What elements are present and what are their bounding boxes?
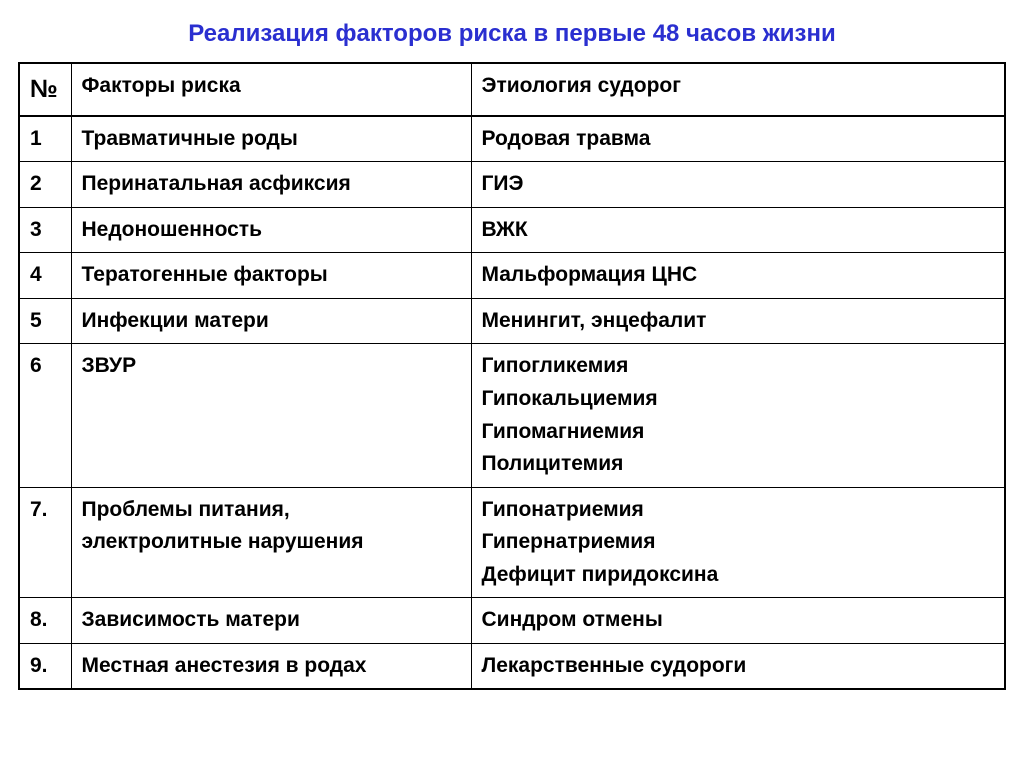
cell-num: 6: [19, 344, 71, 487]
cell-etio: ВЖК: [471, 207, 1005, 253]
cell-risk: Тератогенные факторы: [71, 253, 471, 299]
table-body: 1 Травматичные роды Родовая травма 2 Пер…: [19, 116, 1005, 690]
table-row: 7. Проблемы питания, электролитные наруш…: [19, 487, 1005, 598]
cell-num: 2: [19, 162, 71, 208]
cell-risk: Зависимость матери: [71, 598, 471, 644]
cell-num: 3: [19, 207, 71, 253]
cell-num: 5: [19, 298, 71, 344]
table-header-row: № Факторы риска Этиология судорог: [19, 63, 1005, 116]
cell-num: 8.: [19, 598, 71, 644]
table-container: № Факторы риска Этиология судорог 1 Трав…: [0, 62, 1024, 690]
col-header-num: №: [19, 63, 71, 116]
table-row: 5 Инфекции матери Менингит, энцефалит: [19, 298, 1005, 344]
cell-risk: Инфекции матери: [71, 298, 471, 344]
page-title: Реализация факторов риска в первые 48 ча…: [0, 0, 1024, 62]
cell-risk: Местная анестезия в родах: [71, 643, 471, 689]
table-row: 4 Тератогенные факторы Мальформация ЦНС: [19, 253, 1005, 299]
col-header-etio: Этиология судорог: [471, 63, 1005, 116]
cell-etio: Менингит, энцефалит: [471, 298, 1005, 344]
cell-risk: Проблемы питания, электролитные нарушени…: [71, 487, 471, 598]
cell-etio: ГИЭ: [471, 162, 1005, 208]
cell-risk: Недоношенность: [71, 207, 471, 253]
cell-etio: Лекарственные судороги: [471, 643, 1005, 689]
cell-risk: Травматичные роды: [71, 116, 471, 162]
cell-risk: ЗВУР: [71, 344, 471, 487]
cell-etio: Гипогликемия Гипокальциемия Гипомагниеми…: [471, 344, 1005, 487]
cell-risk: Перинатальная асфиксия: [71, 162, 471, 208]
table-row: 8. Зависимость матери Синдром отмены: [19, 598, 1005, 644]
cell-num: 7.: [19, 487, 71, 598]
cell-num: 9.: [19, 643, 71, 689]
cell-etio: Мальформация ЦНС: [471, 253, 1005, 299]
table-row: 9. Местная анестезия в родах Лекарственн…: [19, 643, 1005, 689]
table-row: 3 Недоношенность ВЖК: [19, 207, 1005, 253]
cell-num: 4: [19, 253, 71, 299]
risk-table: № Факторы риска Этиология судорог 1 Трав…: [18, 62, 1006, 690]
cell-num: 1: [19, 116, 71, 162]
cell-etio: Родовая травма: [471, 116, 1005, 162]
table-row: 2 Перинатальная асфиксия ГИЭ: [19, 162, 1005, 208]
cell-etio: Гипонатриемия Гипернатриемия Дефицит пир…: [471, 487, 1005, 598]
table-row: 1 Травматичные роды Родовая травма: [19, 116, 1005, 162]
col-header-risk: Факторы риска: [71, 63, 471, 116]
table-row: 6 ЗВУР Гипогликемия Гипокальциемия Гипом…: [19, 344, 1005, 487]
cell-etio: Синдром отмены: [471, 598, 1005, 644]
